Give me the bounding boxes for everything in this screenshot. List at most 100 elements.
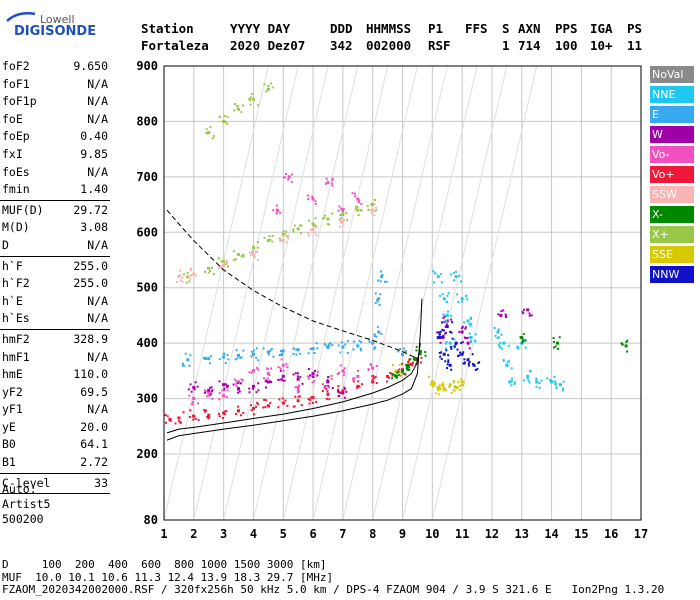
data-point	[177, 275, 181, 279]
data-point	[207, 417, 210, 420]
data-point	[314, 200, 317, 203]
data-point	[210, 386, 213, 389]
data-point	[406, 367, 409, 370]
data-point	[311, 395, 315, 399]
data-point	[331, 212, 334, 215]
data-point	[452, 345, 455, 348]
x-tick-label: 15	[574, 527, 588, 541]
data-point	[454, 341, 458, 345]
range-diagonal	[163, 65, 269, 521]
data-point	[357, 380, 360, 383]
data-point	[452, 381, 455, 384]
data-point	[447, 292, 450, 295]
data-point	[225, 259, 228, 262]
data-point	[277, 406, 280, 409]
param-row: h`Es N/A	[0, 310, 112, 328]
data-point	[267, 381, 270, 384]
data-point	[218, 380, 221, 383]
data-point	[283, 379, 286, 382]
data-point	[500, 347, 503, 350]
data-point	[248, 99, 251, 102]
param-row: fmin 1.40	[0, 181, 112, 199]
data-point	[326, 394, 329, 397]
data-point	[460, 330, 464, 334]
data-point	[457, 355, 460, 358]
data-point	[401, 369, 404, 373]
data-point	[527, 379, 530, 382]
data-point	[409, 358, 412, 361]
data-point	[271, 235, 274, 238]
param-key: D	[2, 237, 9, 252]
data-point	[346, 352, 349, 355]
param-row: foE N/A	[0, 111, 112, 129]
data-point	[357, 214, 360, 217]
data-point	[169, 419, 172, 422]
data-point	[391, 377, 394, 380]
data-point	[255, 347, 258, 350]
data-point	[459, 351, 462, 354]
data-point	[403, 372, 406, 375]
data-point	[236, 405, 239, 408]
data-point	[494, 334, 497, 337]
data-point	[262, 406, 265, 409]
data-point	[554, 382, 557, 385]
data-point	[414, 357, 417, 360]
data-point	[471, 353, 474, 356]
data-point	[520, 336, 524, 340]
data-point	[222, 119, 226, 123]
data-point	[530, 314, 533, 317]
data-point	[315, 400, 318, 403]
data-point	[419, 353, 422, 356]
data-point	[468, 347, 471, 350]
data-point	[251, 251, 254, 254]
data-point	[436, 385, 440, 389]
data-point	[454, 275, 458, 279]
data-point	[338, 225, 341, 228]
param-key: B1	[2, 455, 16, 470]
param-row: D N/A	[0, 237, 112, 255]
footer: D 100 200 400 600 800 1000 1500 3000 [km…	[2, 558, 664, 597]
data-point	[327, 376, 330, 379]
data-point	[374, 346, 377, 349]
data-point	[222, 394, 226, 398]
data-point	[621, 343, 624, 346]
param-separator	[0, 493, 110, 495]
data-point	[272, 355, 275, 358]
data-point	[281, 233, 285, 237]
data-point	[338, 205, 341, 208]
data-point	[328, 398, 331, 401]
data-point	[234, 358, 237, 361]
data-point	[281, 397, 284, 400]
data-point	[256, 401, 259, 404]
data-point	[308, 374, 311, 377]
data-point	[239, 356, 242, 359]
data-point	[240, 378, 243, 381]
data-point	[204, 270, 207, 273]
data-point	[373, 210, 376, 213]
param-row: yE 20.0	[0, 419, 112, 437]
data-point	[300, 232, 303, 235]
data-point	[354, 192, 357, 195]
y-tick-label: 400	[136, 336, 158, 350]
data-point	[446, 366, 449, 369]
header-axn-value: 714	[518, 38, 541, 53]
data-point	[462, 351, 465, 354]
data-point	[223, 413, 226, 416]
param-key: yF2	[2, 384, 23, 399]
data-point	[499, 341, 502, 344]
param-value: N/A	[87, 293, 108, 308]
data-point	[462, 384, 465, 387]
data-point	[395, 371, 398, 374]
data-point	[166, 415, 169, 418]
data-point	[330, 182, 333, 185]
data-point	[242, 255, 245, 258]
data-point	[226, 386, 229, 389]
data-point	[468, 364, 471, 367]
data-point	[251, 407, 255, 411]
data-point	[209, 126, 212, 129]
data-point	[309, 347, 312, 350]
data-point	[226, 115, 229, 118]
param-row: hmF1 N/A	[0, 349, 112, 367]
data-point	[374, 375, 377, 378]
data-point	[309, 396, 312, 399]
